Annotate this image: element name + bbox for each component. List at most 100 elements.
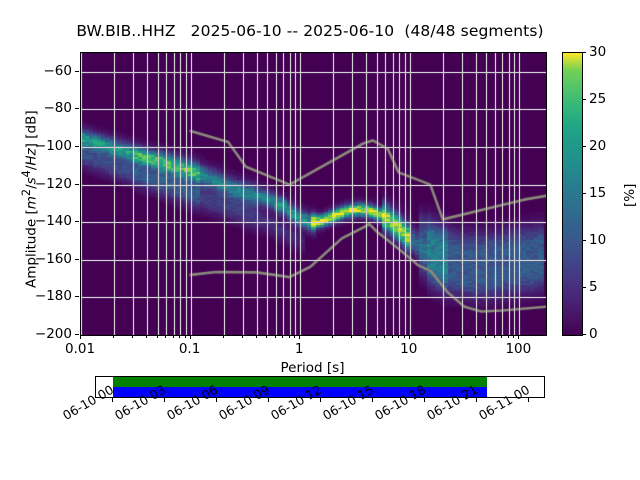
x-tick-minor	[461, 335, 463, 338]
colorbar-tick-label: 30	[589, 44, 607, 60]
x-tick-minor	[513, 335, 515, 338]
x-tick-major	[80, 335, 81, 339]
y-gridline	[81, 109, 546, 111]
x-gridline	[333, 53, 335, 335]
y-tick-major	[75, 221, 79, 223]
x-gridline	[166, 53, 168, 335]
x-gridline	[275, 53, 277, 335]
x-tick-minor	[165, 335, 167, 338]
y-tick-label: −200	[34, 326, 72, 342]
x-gridline	[81, 53, 82, 335]
x-tick-label: 0.1	[178, 341, 201, 357]
x-tick-minor	[501, 335, 503, 338]
y-tick-major	[75, 70, 79, 72]
colorbar-tick	[582, 193, 586, 194]
timeline-tick	[320, 398, 321, 402]
timeline-tick	[216, 398, 218, 402]
ppsd-plot-area	[81, 53, 546, 335]
y-tick-major	[75, 146, 79, 147]
x-tick-minor	[282, 335, 284, 338]
y-tick-label: −160	[34, 250, 72, 267]
x-gridline	[508, 53, 510, 335]
x-gridline	[409, 53, 411, 335]
timeline-tick	[423, 398, 425, 402]
timeline-tick	[527, 398, 529, 402]
x-gridline	[366, 53, 368, 335]
x-gridline	[376, 53, 378, 335]
colorbar-tick-label: 5	[589, 279, 598, 295]
y-tick-label: −60	[43, 62, 73, 79]
x-gridline	[475, 53, 477, 335]
x-tick-minor	[485, 335, 487, 338]
y-gridline	[81, 222, 546, 224]
figure-title: BW.BIB..HHZ 2025-06-10 -- 2025-06-10 (48…	[76, 22, 544, 40]
x-gridline	[514, 53, 516, 335]
colorbar-title: [%]	[622, 183, 638, 207]
x-tick-minor	[398, 335, 400, 338]
x-gridline	[295, 53, 297, 335]
x-tick-minor	[384, 335, 386, 338]
colorbar-tick-label: 20	[589, 138, 607, 154]
y-tick-major	[75, 108, 79, 110]
x-tick-label: 1	[294, 341, 304, 357]
x-gridline	[267, 53, 269, 335]
x-gridline	[392, 53, 394, 335]
x-tick-minor	[274, 335, 276, 338]
x-gridline	[173, 53, 175, 335]
x-tick-minor	[184, 335, 186, 338]
x-gridline	[190, 53, 192, 335]
y-gridline	[81, 259, 546, 261]
y-tick-label: −80	[43, 100, 73, 117]
x-tick-minor	[441, 335, 443, 338]
x-tick-minor	[351, 335, 353, 338]
x-tick-minor	[145, 335, 147, 338]
x-tick-minor	[112, 335, 114, 338]
x-gridline	[352, 53, 354, 335]
x-gridline	[300, 53, 302, 335]
x-gridline	[157, 53, 159, 335]
x-tick-label: 100	[505, 341, 532, 357]
x-gridline	[283, 53, 285, 335]
timeline-tick	[371, 398, 373, 402]
x-tick-minor	[494, 335, 496, 338]
timeline-tick	[164, 398, 166, 402]
x-gridline	[399, 53, 401, 335]
x-tick-minor	[266, 335, 268, 338]
y-tick-label: −100	[34, 138, 72, 154]
x-tick-minor	[403, 335, 405, 338]
colorbar-tick	[582, 334, 586, 335]
x-tick-minor	[294, 335, 296, 338]
x-gridline	[486, 53, 488, 335]
x-gridline	[179, 53, 181, 335]
x-gridline	[404, 53, 406, 335]
timeline-tick	[112, 398, 114, 402]
colorbar-tick-label: 15	[589, 185, 607, 201]
x-tick-minor	[474, 335, 476, 338]
x-gridline	[223, 53, 225, 335]
y-tick-label: −120	[34, 175, 72, 192]
ppsd-axes	[80, 52, 547, 336]
data-coverage-timeline	[95, 376, 545, 398]
colorbar-tick-label: 10	[589, 232, 607, 248]
colorbar	[562, 52, 583, 336]
x-gridline	[256, 53, 258, 335]
x-gridline	[133, 53, 135, 335]
y-gridline	[81, 297, 546, 299]
x-gridline	[462, 53, 464, 335]
x-tick-label: 10	[400, 341, 418, 357]
timeline-tick-label: 06-10 00	[60, 381, 117, 423]
x-tick-major	[299, 335, 301, 339]
x-gridline	[519, 53, 521, 335]
x-tick-minor	[255, 335, 257, 338]
colorbar-tick-label: 25	[589, 91, 607, 107]
x-gridline	[289, 53, 291, 335]
data-coverage-green	[113, 377, 488, 387]
y-tick-major	[75, 334, 79, 335]
colorbar-tick	[582, 287, 586, 288]
y-tick-major	[75, 183, 79, 185]
colorbar-tick	[582, 99, 586, 100]
x-tick-minor	[365, 335, 367, 338]
colorbar-tick	[582, 146, 586, 147]
x-gridline	[442, 53, 444, 335]
y-gridline	[81, 71, 546, 73]
